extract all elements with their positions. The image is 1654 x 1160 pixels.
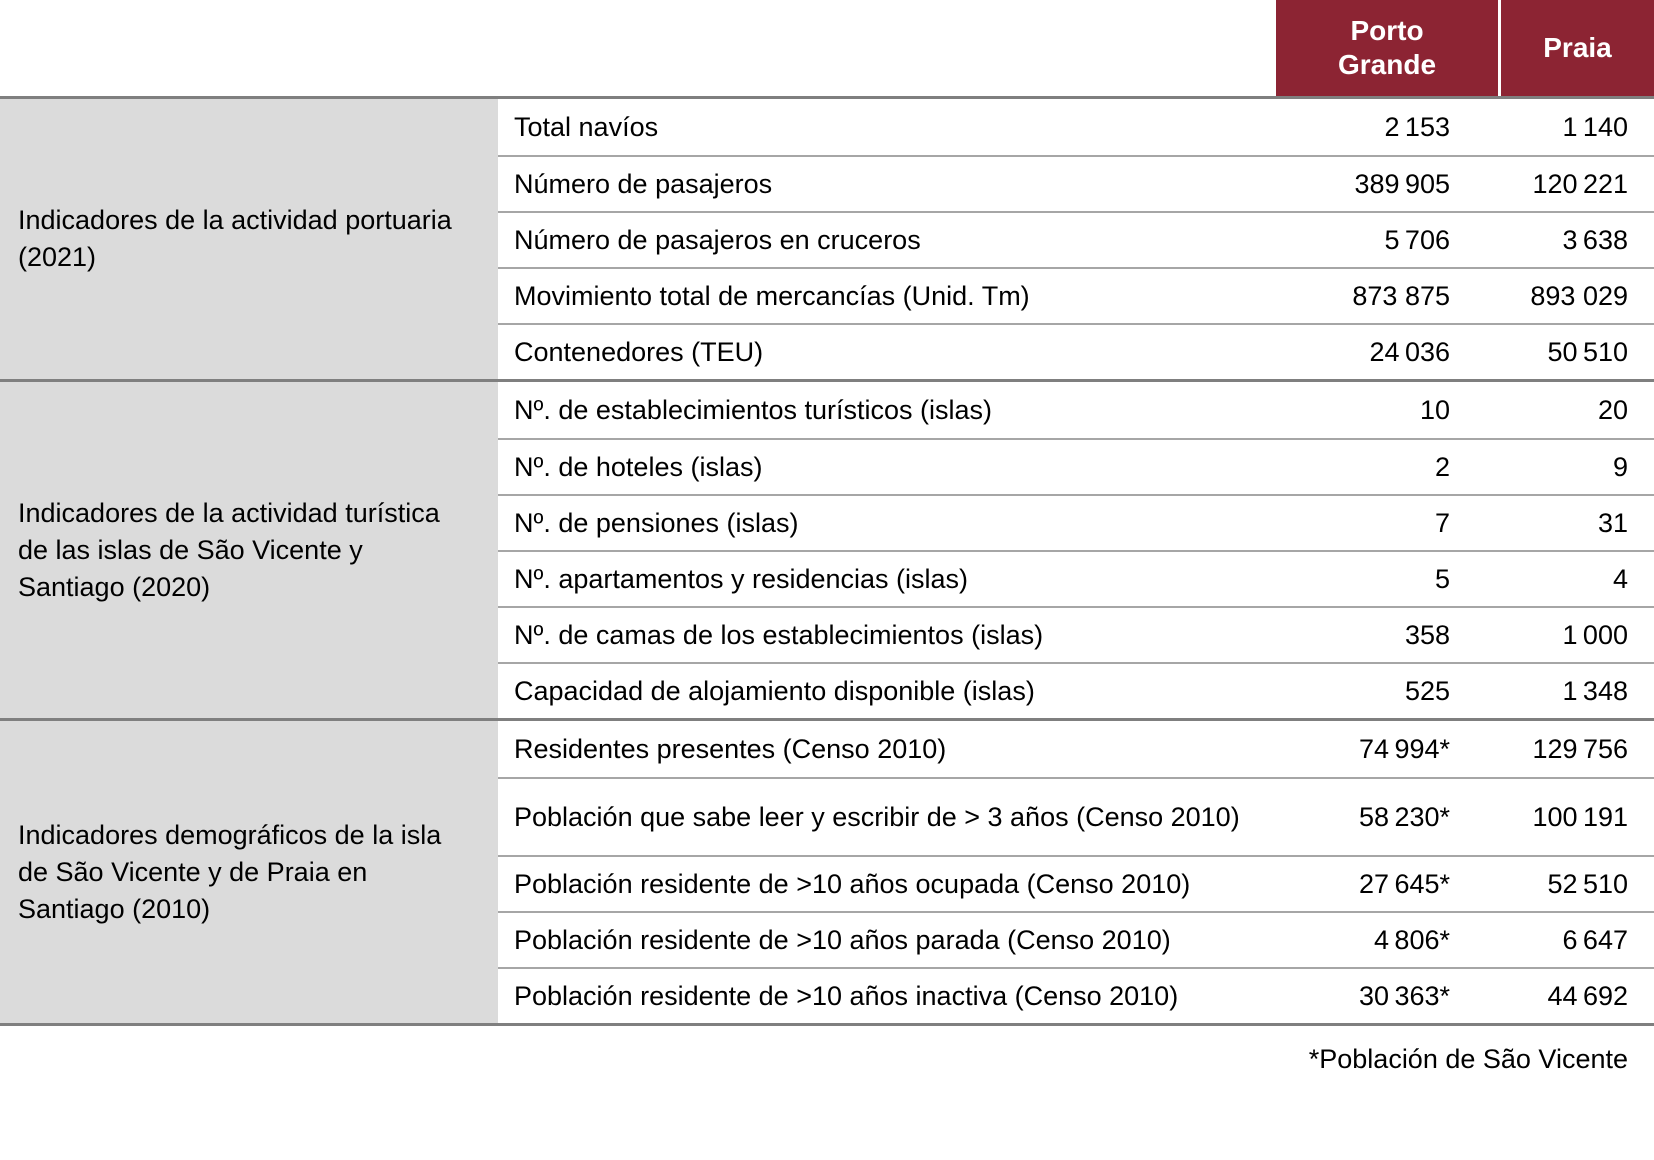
praia-value: 50 510 [1498, 323, 1654, 379]
praia-value: 893 029 [1498, 267, 1654, 323]
porto-grande-value: 525 [1276, 662, 1498, 718]
porto-grande-value: 58 230* [1276, 777, 1498, 855]
porto-grande-value: 5 706 [1276, 211, 1498, 267]
header-spacer [0, 0, 1276, 96]
indicators-table: Porto Grande Praia Indicadores de la act… [0, 0, 1654, 1075]
row-label: Movimiento total de mercancías (Unid. Tm… [498, 267, 1276, 323]
column-header-porto-grande: Porto Grande [1276, 0, 1498, 96]
group-label-indicadores-demograficos: Indicadores demográficos de la isla de S… [0, 721, 498, 1023]
praia-value: 44 692 [1498, 967, 1654, 1023]
group-label-actividad-turistica: Indicadores de la actividad turística de… [0, 382, 498, 718]
header-divider [0, 96, 1654, 99]
porto-grande-value: 4 806* [1276, 911, 1498, 967]
praia-value: 3 638 [1498, 211, 1654, 267]
praia-value: 9 [1498, 438, 1654, 494]
porto-grande-value: 27 645* [1276, 855, 1498, 911]
praia-value: 129 756 [1498, 721, 1654, 777]
porto-grande-value: 5 [1276, 550, 1498, 606]
row-label: Residentes presentes (Censo 2010) [498, 721, 1276, 777]
table-bottom-border [0, 1023, 1654, 1026]
group-divider [0, 379, 1654, 382]
row-label: Nº. de camas de los establecimientos (is… [498, 606, 1276, 662]
row-label: Nº. de hoteles (islas) [498, 438, 1276, 494]
porto-grande-value: 2 153 [1276, 99, 1498, 155]
porto-grande-value: 2 [1276, 438, 1498, 494]
group-label-actividad-portuaria: Indicadores de la actividad portuaria (2… [0, 99, 498, 379]
praia-value: 6 647 [1498, 911, 1654, 967]
porto-grande-value: 389 905 [1276, 155, 1498, 211]
row-label: Población que sabe leer y escribir de > … [498, 777, 1276, 855]
praia-value: 120 221 [1498, 155, 1654, 211]
row-label: Población residente de >10 años parada (… [498, 911, 1276, 967]
column-header-praia: Praia [1498, 0, 1654, 96]
porto-grande-value: 358 [1276, 606, 1498, 662]
praia-value: 4 [1498, 550, 1654, 606]
row-label: Total navíos [498, 99, 1276, 155]
row-label: Capacidad de alojamiento disponible (isl… [498, 662, 1276, 718]
group-label-text: Indicadores de la actividad turística de… [18, 497, 440, 602]
row-label: Población residente de >10 años inactiva… [498, 967, 1276, 1023]
column-header-praia-label: Praia [1543, 32, 1612, 63]
row-label: Nº. de pensiones (islas) [498, 494, 1276, 550]
porto-grande-value: 10 [1276, 382, 1498, 438]
row-label: Nº. apartamentos y residencias (islas) [498, 550, 1276, 606]
praia-value: 52 510 [1498, 855, 1654, 911]
group-label-text: Indicadores demográficos de la isla de S… [18, 819, 442, 924]
praia-value: 1 000 [1498, 606, 1654, 662]
porto-grande-value: 7 [1276, 494, 1498, 550]
praia-value: 100 191 [1498, 777, 1654, 855]
row-label: Número de pasajeros [498, 155, 1276, 211]
porto-grande-value: 24 036 [1276, 323, 1498, 379]
porto-grande-value: 873 875 [1276, 267, 1498, 323]
row-label: Número de pasajeros en cruceros [498, 211, 1276, 267]
praia-value: 20 [1498, 382, 1654, 438]
row-label: Población residente de >10 años ocupada … [498, 855, 1276, 911]
column-header-porto-grande-label: Porto Grande [1337, 15, 1437, 80]
footnote: *Población de São Vicente [0, 1026, 1654, 1075]
row-label: Contenedores (TEU) [498, 323, 1276, 379]
row-label: Nº. de establecimientos turísticos (isla… [498, 382, 1276, 438]
praia-value: 1 348 [1498, 662, 1654, 718]
group-label-text: Indicadores de la actividad portuaria (2… [18, 205, 452, 272]
group-divider [0, 718, 1654, 721]
praia-value: 1 140 [1498, 99, 1654, 155]
praia-value: 31 [1498, 494, 1654, 550]
porto-grande-value: 74 994* [1276, 721, 1498, 777]
porto-grande-value: 30 363* [1276, 967, 1498, 1023]
